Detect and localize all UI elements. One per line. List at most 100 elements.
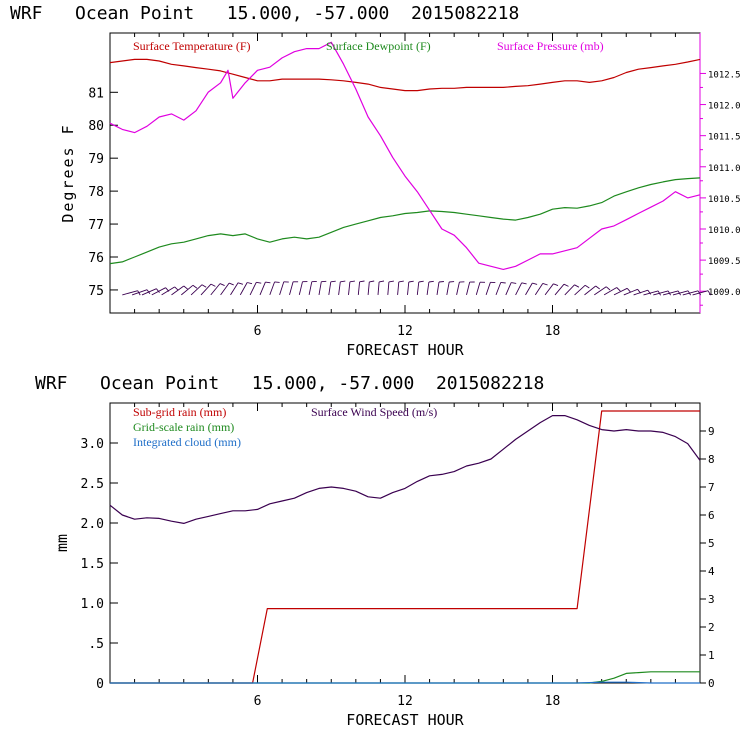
wind-barb-staff [436,281,440,295]
wind-barb-feather [349,280,355,283]
wind-barb-feather [256,281,262,284]
y-tick-label: 81 [88,86,104,101]
wind-barb [692,290,711,296]
wind-barb-staff [633,289,649,296]
wind-barb-feather [563,283,569,287]
wind-barb-feather [595,285,600,290]
y2-tick-label: 5 [708,537,715,550]
y-tick-label: 78 [88,185,104,200]
wind-barb [249,281,262,296]
y-tick-label: 0 [96,677,104,692]
wind-barb-staff [141,288,157,296]
wind-barb-staff [525,282,533,296]
wind-barb [269,281,280,296]
wind-barb-feather [219,283,225,287]
wind-barb [534,282,548,296]
wind-barb-feather [379,280,385,283]
x-tick-label: 6 [254,324,262,339]
y-tick-label: 80 [88,119,104,134]
wind-barb [308,280,317,295]
wind-barb [171,285,188,296]
wind-barb [544,283,559,296]
wind-barb-feather [707,290,711,296]
wind-barb-feather [174,286,179,291]
y2-tick-label: 9 [708,425,715,438]
wind-barb [220,282,234,296]
y2-tick-label: 1011.0 [708,164,740,174]
wind-barb-staff [515,282,523,296]
wind-barb-staff [584,285,596,296]
wind-barb [594,286,611,296]
wind-barb-feather [647,289,652,295]
wind-barb [298,281,308,296]
x-tick-label: 6 [254,694,262,709]
wind-barb [230,282,244,296]
legend-wind-speed: Surface Wind Speed (m/s) [311,405,437,419]
wind-barb-feather [511,282,517,284]
wind-barb-staff [318,281,322,295]
wind-barb-staff [171,285,185,296]
wind-barb-feather [532,282,538,285]
y2-tick-label: 1010.0 [708,226,740,236]
wind-barb-staff [161,286,175,296]
wind-barb [554,283,569,296]
wind-barb [397,280,404,295]
legend-temperature: Surface Temperature (F) [133,39,251,53]
wind-barb [613,287,631,296]
x-tick-label: 12 [397,324,413,339]
y2-tick-label: 1009.5 [708,257,740,267]
wind-barb-feather [521,282,527,285]
y2-tick-label: 1 [708,649,715,662]
x-axis-label: FORECAST HOUR [346,711,464,729]
wind-barb [357,280,365,295]
wind-barb-feather [616,287,621,292]
wind-barb-staff [200,283,212,296]
y2-tick-label: 0 [708,677,715,690]
wind-barb [446,281,455,295]
wind-barb [387,280,394,295]
y-tick-label: .5 [88,637,104,652]
y-tick-label: 75 [88,284,104,299]
wind-barb-feather [210,283,216,287]
wind-barb [210,283,225,296]
wind-barb-staff [190,284,203,296]
y-tick-label: 77 [88,218,104,233]
wind-barb [466,281,475,296]
wind-barb-feather [201,284,207,288]
wind-barb [475,281,486,296]
wind-barb-staff [682,290,699,296]
wind-barb [279,281,289,296]
wind-barb-staff [131,289,148,296]
wind-barb [200,283,216,296]
y2-tick-label: 8 [708,453,715,466]
y-tick-label: 76 [88,251,104,266]
y2-tick-label: 3 [708,593,715,606]
wind-barb [603,287,621,296]
wind-barb-feather [542,282,548,286]
wind-barb [348,280,355,295]
wind-barb-feather [388,280,394,283]
y-tick-label: 3.0 [81,437,104,452]
wind-barb-staff [623,288,638,296]
wind-barb-staff [357,281,361,295]
wind-barb-feather [369,280,375,283]
wind-barb [151,287,170,296]
series-line-surface-dewpoint-f [109,177,701,265]
wind-barb-staff [594,286,607,296]
wind-barb-staff [603,287,617,296]
wind-barb [328,280,336,295]
wind-barb-staff [367,281,370,295]
wind-barb-staff [259,281,266,296]
wind-barb [515,282,527,296]
wind-barb-staff [348,281,351,295]
y-axis-label: Degrees F [59,123,77,222]
x-axis-label: FORECAST HOUR [346,341,464,359]
wind-barb-feather [584,284,590,289]
wind-barb-staff [249,282,257,296]
wind-barb-staff [534,283,544,296]
x-tick-label: 12 [397,694,413,709]
wind-barb-feather [156,288,160,293]
y-axis-label: mm [53,534,71,552]
wind-barb-feather [247,282,253,285]
y2-tick-label: 6 [708,509,715,522]
